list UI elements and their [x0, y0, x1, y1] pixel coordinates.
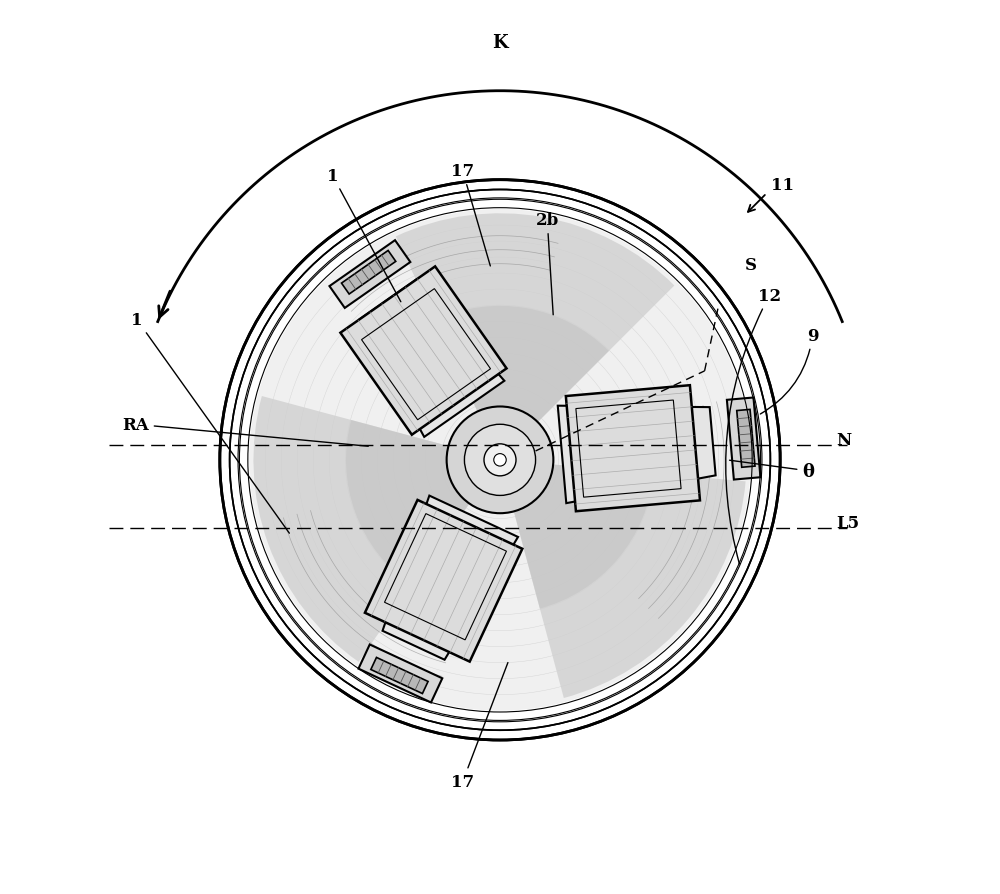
Polygon shape: [727, 398, 760, 480]
Text: L5: L5: [836, 514, 859, 531]
Text: θ: θ: [730, 460, 814, 480]
Polygon shape: [737, 410, 755, 468]
Wedge shape: [396, 214, 674, 460]
Wedge shape: [500, 460, 746, 698]
Circle shape: [464, 425, 536, 496]
Wedge shape: [346, 420, 500, 586]
Polygon shape: [358, 645, 442, 703]
Polygon shape: [566, 386, 700, 511]
Text: 11: 11: [771, 176, 794, 193]
Circle shape: [447, 407, 553, 514]
Wedge shape: [253, 397, 500, 662]
Polygon shape: [365, 501, 522, 662]
Text: 12: 12: [726, 287, 781, 564]
Text: 1: 1: [131, 311, 289, 534]
Text: 1: 1: [327, 167, 401, 302]
Text: K: K: [492, 34, 508, 52]
Text: 2b: 2b: [536, 212, 559, 316]
Circle shape: [484, 444, 516, 477]
Text: RA: RA: [122, 417, 368, 447]
Wedge shape: [435, 307, 609, 460]
Polygon shape: [371, 658, 428, 694]
Text: 17: 17: [451, 662, 508, 790]
Circle shape: [249, 210, 751, 711]
Polygon shape: [341, 251, 396, 295]
Circle shape: [494, 454, 506, 467]
Polygon shape: [329, 240, 410, 308]
Wedge shape: [500, 460, 654, 609]
Text: N: N: [836, 431, 851, 448]
Polygon shape: [340, 267, 507, 435]
Text: 17: 17: [451, 163, 490, 266]
Polygon shape: [558, 406, 716, 503]
Polygon shape: [360, 281, 504, 437]
Text: S: S: [745, 257, 757, 274]
Text: 9: 9: [760, 327, 818, 415]
Polygon shape: [383, 496, 518, 660]
